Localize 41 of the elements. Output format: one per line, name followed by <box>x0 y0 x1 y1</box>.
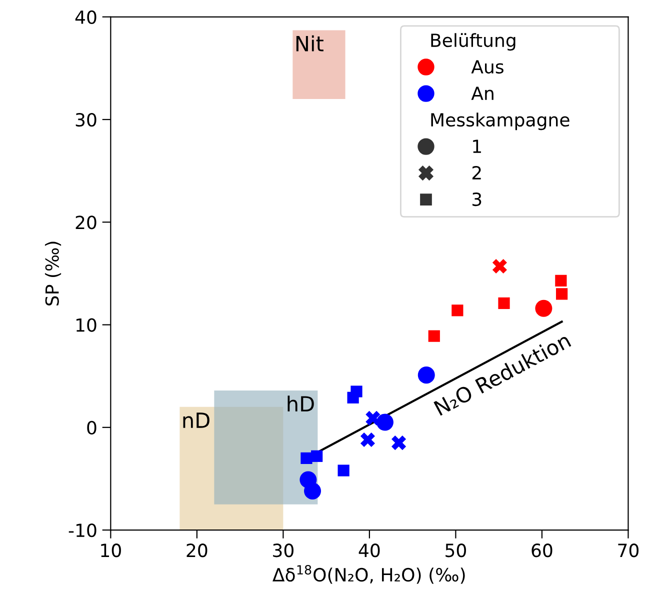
point <box>391 436 406 450</box>
x-axis-title: Δδ$^{18}$O(N₂O, H₂O) (‰) <box>272 565 465 584</box>
legend-label: An <box>471 86 494 100</box>
series-label: nD <box>183 412 210 428</box>
point <box>556 288 568 300</box>
point <box>428 330 440 342</box>
legend-label: 1 <box>473 140 481 153</box>
x-tick-label: 30 <box>273 544 294 558</box>
legend-label: 2 <box>472 166 481 180</box>
x-tick-label: 40 <box>358 544 380 558</box>
legend-title: Belüftung <box>431 33 516 51</box>
point <box>535 300 552 317</box>
y-tick-label: 40 <box>75 10 96 24</box>
x-tick-label: 10 <box>101 544 121 558</box>
y-tick-label: 10 <box>76 318 96 332</box>
y-tick-label: -10 <box>68 523 96 538</box>
series-label: hD <box>288 396 314 412</box>
point <box>498 297 510 310</box>
point <box>360 432 375 448</box>
point <box>338 464 350 476</box>
y-tick-label: 30 <box>76 112 96 127</box>
point <box>304 482 322 500</box>
point <box>366 410 380 426</box>
annotation: Messkampagne <box>431 112 570 130</box>
y-tick-label: 0 <box>87 420 96 435</box>
x-tick-label: 60 <box>532 544 552 558</box>
y-tick-label: 20 <box>76 216 96 230</box>
point <box>555 274 567 286</box>
x-tick-label: 50 <box>446 544 466 558</box>
y-axis-title: SP (‰) <box>44 242 62 306</box>
point <box>418 366 435 384</box>
point <box>452 304 464 316</box>
point <box>376 414 394 431</box>
point <box>311 450 323 462</box>
x-tick-label: 20 <box>186 544 208 558</box>
x-tick-label: 70 <box>618 544 639 558</box>
legend-label: Aus <box>471 60 504 74</box>
point <box>492 258 507 274</box>
point <box>350 386 362 398</box>
legend-label: 3 <box>472 192 482 206</box>
series-label: Nit <box>296 35 324 52</box>
